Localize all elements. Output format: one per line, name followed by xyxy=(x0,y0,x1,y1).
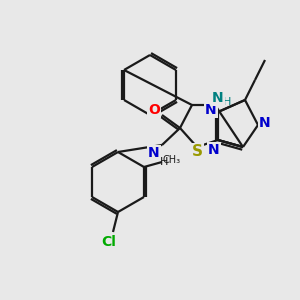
Text: Cl: Cl xyxy=(102,235,116,249)
Text: N: N xyxy=(148,146,160,160)
Text: CH₃: CH₃ xyxy=(163,155,181,165)
Text: O: O xyxy=(148,103,160,117)
Text: S: S xyxy=(191,145,203,160)
Text: N: N xyxy=(205,103,217,117)
Text: H: H xyxy=(223,97,231,107)
Text: N: N xyxy=(205,103,217,117)
Text: Cl: Cl xyxy=(102,235,116,249)
Text: O: O xyxy=(148,103,160,117)
Text: N: N xyxy=(259,116,271,130)
Text: N: N xyxy=(208,143,220,157)
Text: H: H xyxy=(160,157,168,167)
Text: N: N xyxy=(259,116,271,130)
Text: N: N xyxy=(148,146,160,160)
Text: N: N xyxy=(212,91,224,105)
Text: S: S xyxy=(191,145,203,160)
Text: N: N xyxy=(208,143,220,157)
Text: N: N xyxy=(212,91,224,105)
